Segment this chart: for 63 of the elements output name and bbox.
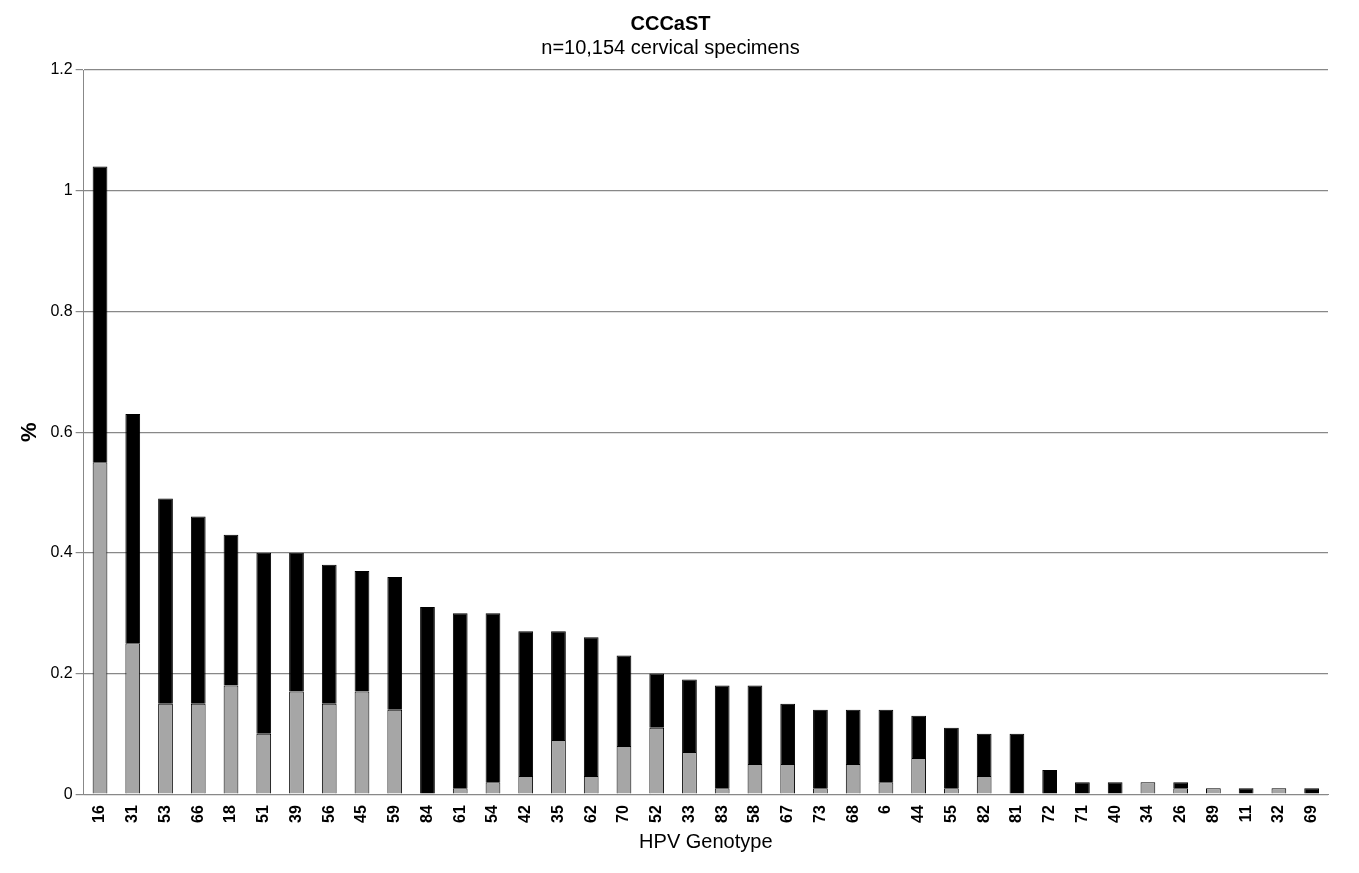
x-tick-label: 11 bbox=[1236, 805, 1254, 823]
x-tick-label: 83 bbox=[712, 805, 730, 823]
x-tick-label: 31 bbox=[123, 805, 141, 823]
y-tick-label: 0.2 bbox=[50, 663, 73, 681]
x-tick-label: 26 bbox=[1171, 805, 1189, 823]
bar bbox=[1304, 788, 1319, 794]
x-tick-label: 56 bbox=[319, 805, 337, 823]
x-tick-label: 34 bbox=[1138, 805, 1156, 823]
x-tick-label: 55 bbox=[941, 805, 959, 823]
x-tick-label: 33 bbox=[679, 805, 697, 823]
x-tick-label: 89 bbox=[1203, 805, 1221, 823]
bar bbox=[682, 679, 697, 752]
x-tick-label: 39 bbox=[286, 805, 304, 823]
x-axis-title: HPV Genotype bbox=[639, 829, 773, 852]
x-tick-label: 72 bbox=[1040, 805, 1058, 823]
y-tick-label: 0.6 bbox=[50, 422, 73, 440]
bar bbox=[551, 631, 566, 740]
y-axis-title: % bbox=[16, 422, 42, 442]
y-tick-label: 0.8 bbox=[50, 301, 73, 319]
x-tick-label: 54 bbox=[483, 805, 501, 823]
x-tick-label: 62 bbox=[581, 805, 599, 823]
x-tick-label: 73 bbox=[810, 805, 828, 823]
bar bbox=[158, 498, 173, 704]
x-tick-label: 66 bbox=[188, 805, 206, 823]
chart-title: CCCaST bbox=[630, 11, 711, 34]
bar bbox=[1173, 782, 1189, 789]
bar bbox=[813, 709, 828, 789]
x-tick-label: 35 bbox=[548, 805, 566, 823]
x-tick-label: 81 bbox=[1007, 805, 1025, 823]
bar bbox=[714, 685, 730, 789]
x-tick-label: 16 bbox=[90, 805, 108, 823]
y-tick-label: 0 bbox=[63, 784, 73, 802]
x-tick-label: 67 bbox=[778, 805, 796, 823]
x-tick-label: 71 bbox=[1072, 805, 1090, 823]
x-tick-label: 68 bbox=[843, 805, 861, 823]
y-tick-label: 1.2 bbox=[50, 60, 73, 78]
x-tick-label: 51 bbox=[254, 805, 272, 823]
chart-subtitle: n=10,154 cervical specimens bbox=[541, 35, 800, 58]
x-tick-label: 82 bbox=[974, 805, 992, 823]
x-tick-label: 40 bbox=[1105, 805, 1123, 823]
y-tick-label: 1 bbox=[63, 181, 73, 199]
x-tick-label: 6 bbox=[876, 805, 894, 815]
bar bbox=[1042, 770, 1058, 794]
x-tick-label: 58 bbox=[745, 805, 763, 823]
x-tick-label: 61 bbox=[450, 805, 468, 823]
x-tick-label: 44 bbox=[909, 805, 927, 823]
x-tick-label: 45 bbox=[352, 805, 370, 823]
x-tick-label: 59 bbox=[385, 805, 403, 823]
x-tick-label: 32 bbox=[1269, 805, 1287, 823]
bar bbox=[1009, 733, 1025, 794]
x-tick-label: 42 bbox=[516, 805, 534, 823]
bar bbox=[289, 552, 304, 692]
x-tick-label: 53 bbox=[155, 805, 173, 823]
x-tick-label: 84 bbox=[417, 805, 435, 823]
x-tick-label: 70 bbox=[614, 805, 632, 823]
y-tick-label: 0.4 bbox=[50, 543, 73, 561]
bar bbox=[452, 613, 468, 789]
x-tick-label: 18 bbox=[221, 805, 239, 823]
x-tick-label: 52 bbox=[647, 805, 665, 823]
x-tick-label: 69 bbox=[1302, 805, 1320, 823]
bar bbox=[1238, 788, 1254, 794]
bar bbox=[420, 607, 435, 794]
bar bbox=[944, 727, 959, 789]
